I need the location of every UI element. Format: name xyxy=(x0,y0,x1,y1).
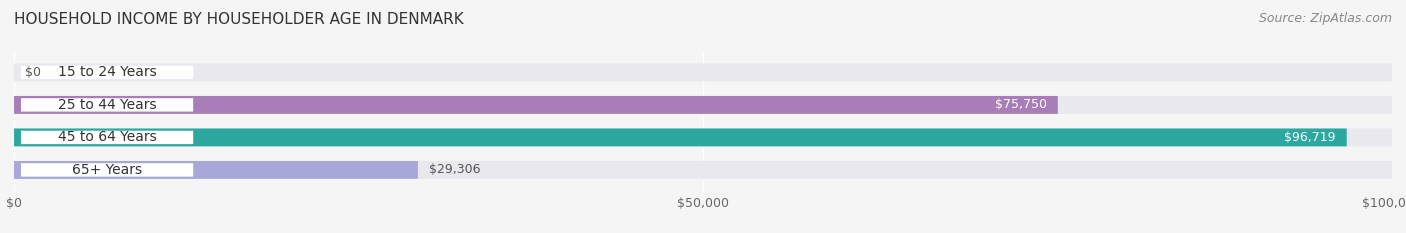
FancyBboxPatch shape xyxy=(14,128,1392,146)
FancyBboxPatch shape xyxy=(21,98,193,112)
FancyBboxPatch shape xyxy=(14,63,1392,81)
FancyBboxPatch shape xyxy=(14,96,1057,114)
Text: 65+ Years: 65+ Years xyxy=(72,163,142,177)
Text: 25 to 44 Years: 25 to 44 Years xyxy=(58,98,156,112)
FancyBboxPatch shape xyxy=(21,66,193,79)
FancyBboxPatch shape xyxy=(21,163,193,177)
FancyBboxPatch shape xyxy=(14,161,418,179)
FancyBboxPatch shape xyxy=(14,96,1392,114)
FancyBboxPatch shape xyxy=(21,131,193,144)
Text: 15 to 24 Years: 15 to 24 Years xyxy=(58,65,156,79)
Text: $0: $0 xyxy=(25,66,41,79)
FancyBboxPatch shape xyxy=(14,128,1347,146)
Text: HOUSEHOLD INCOME BY HOUSEHOLDER AGE IN DENMARK: HOUSEHOLD INCOME BY HOUSEHOLDER AGE IN D… xyxy=(14,12,464,27)
Text: $29,306: $29,306 xyxy=(429,163,481,176)
Text: 45 to 64 Years: 45 to 64 Years xyxy=(58,130,156,144)
FancyBboxPatch shape xyxy=(14,161,1392,179)
Text: $96,719: $96,719 xyxy=(1284,131,1336,144)
Text: Source: ZipAtlas.com: Source: ZipAtlas.com xyxy=(1258,12,1392,25)
Text: $75,750: $75,750 xyxy=(995,98,1047,111)
